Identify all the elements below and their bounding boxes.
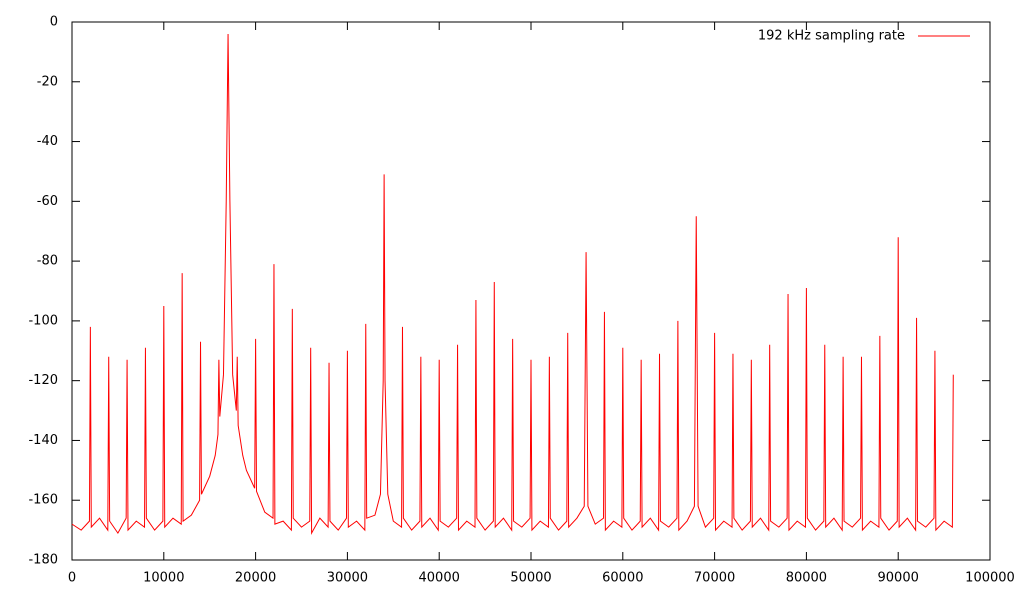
plot-frame [71,21,991,561]
x-tick-label: 60000 [602,571,643,586]
x-tick-label: 0 [68,571,76,586]
x-tick-label: 70000 [694,571,735,586]
y-tick-label: -160 [28,493,58,508]
y-tick-label: -100 [28,313,58,328]
x-tick-label: 100000 [965,571,1015,586]
x-tick-label: 80000 [786,571,827,586]
x-tick-label: 20000 [235,571,276,586]
legend-label: 192 kHz sampling rate [758,29,905,44]
y-tick-label: -60 [37,194,58,209]
y-tick-label: -180 [28,553,58,568]
y-tick-label: -80 [37,254,58,269]
x-tick-label: 90000 [878,571,919,586]
y-tick-label: -140 [28,433,58,448]
y-tick-label: -20 [37,74,58,89]
y-tick-label: 0 [50,15,58,30]
x-tick-label: 30000 [327,571,368,586]
series-line [71,33,954,536]
x-tick-label: 40000 [419,571,460,586]
y-tick-label: -40 [37,134,58,149]
x-tick-label: 50000 [510,571,551,586]
x-tick-label: 10000 [143,571,184,586]
y-tick-label: -120 [28,373,58,388]
